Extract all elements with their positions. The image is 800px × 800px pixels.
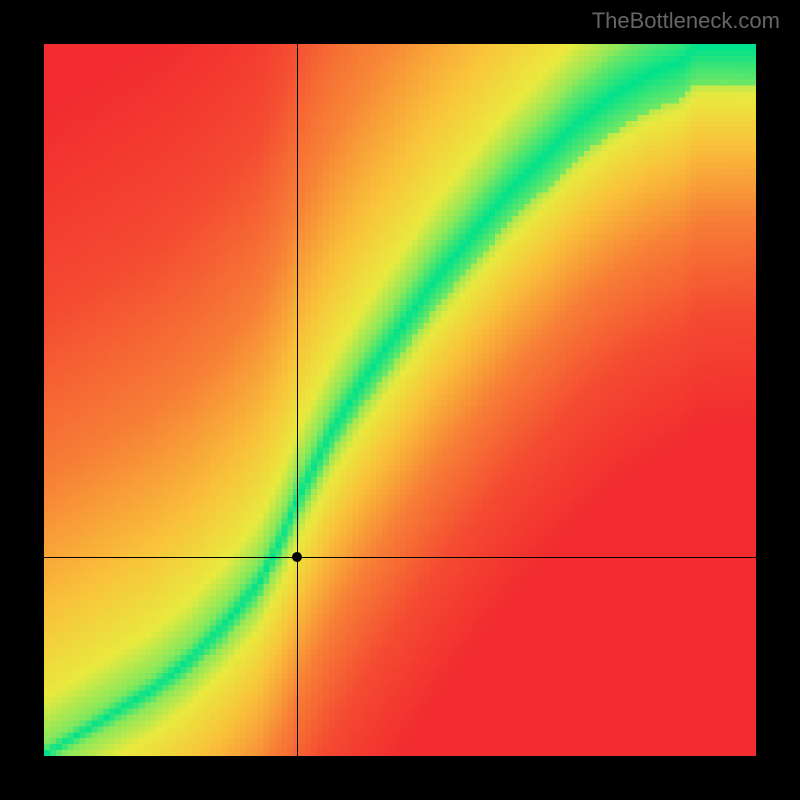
watermark-text: TheBottleneck.com [592,8,780,34]
marker-dot [292,552,302,562]
heatmap-canvas [44,44,756,756]
crosshair-vertical [297,44,298,756]
crosshair-horizontal [44,557,756,558]
heatmap-chart [44,44,756,756]
